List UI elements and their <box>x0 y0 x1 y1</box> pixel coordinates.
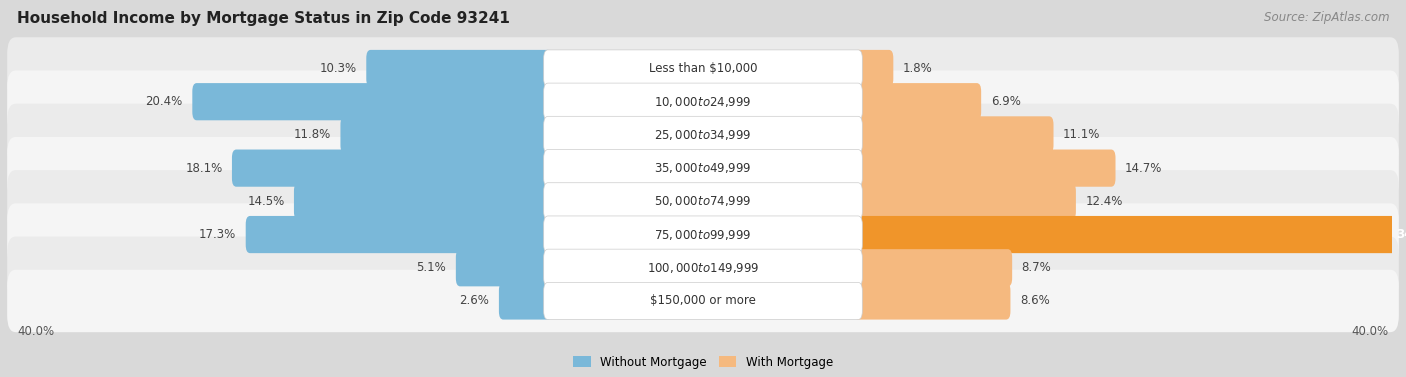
Text: 6.9%: 6.9% <box>991 95 1021 108</box>
FancyBboxPatch shape <box>456 249 553 287</box>
FancyBboxPatch shape <box>7 137 1399 199</box>
Text: 14.5%: 14.5% <box>247 195 284 208</box>
Text: $75,000 to $99,999: $75,000 to $99,999 <box>654 228 752 242</box>
Text: 2.6%: 2.6% <box>460 294 489 308</box>
FancyBboxPatch shape <box>853 50 893 87</box>
FancyBboxPatch shape <box>544 183 862 220</box>
Text: 11.1%: 11.1% <box>1063 129 1101 141</box>
FancyBboxPatch shape <box>853 249 1012 287</box>
Text: 20.4%: 20.4% <box>146 95 183 108</box>
Text: 17.3%: 17.3% <box>200 228 236 241</box>
Text: $25,000 to $34,999: $25,000 to $34,999 <box>654 128 752 142</box>
Text: 11.8%: 11.8% <box>294 129 330 141</box>
FancyBboxPatch shape <box>544 282 862 320</box>
FancyBboxPatch shape <box>193 83 553 120</box>
FancyBboxPatch shape <box>544 150 862 187</box>
FancyBboxPatch shape <box>853 183 1076 220</box>
FancyBboxPatch shape <box>7 203 1399 266</box>
Text: $10,000 to $24,999: $10,000 to $24,999 <box>654 95 752 109</box>
FancyBboxPatch shape <box>853 150 1115 187</box>
Text: 40.0%: 40.0% <box>17 325 55 338</box>
FancyBboxPatch shape <box>544 50 862 87</box>
Text: 10.3%: 10.3% <box>319 62 357 75</box>
Text: $100,000 to $149,999: $100,000 to $149,999 <box>647 261 759 275</box>
FancyBboxPatch shape <box>544 216 862 253</box>
FancyBboxPatch shape <box>246 216 553 253</box>
Text: $50,000 to $74,999: $50,000 to $74,999 <box>654 194 752 208</box>
FancyBboxPatch shape <box>853 83 981 120</box>
Text: 34.4%: 34.4% <box>1396 228 1406 241</box>
FancyBboxPatch shape <box>7 70 1399 133</box>
FancyBboxPatch shape <box>853 216 1406 253</box>
Text: 40.0%: 40.0% <box>1351 325 1389 338</box>
Text: Household Income by Mortgage Status in Zip Code 93241: Household Income by Mortgage Status in Z… <box>17 11 510 26</box>
FancyBboxPatch shape <box>7 236 1399 299</box>
Text: 5.1%: 5.1% <box>416 261 446 274</box>
Text: 18.1%: 18.1% <box>186 162 222 175</box>
FancyBboxPatch shape <box>499 282 553 320</box>
FancyBboxPatch shape <box>544 83 862 120</box>
Text: Source: ZipAtlas.com: Source: ZipAtlas.com <box>1264 11 1389 24</box>
FancyBboxPatch shape <box>853 282 1011 320</box>
Text: 1.8%: 1.8% <box>903 62 932 75</box>
FancyBboxPatch shape <box>7 270 1399 332</box>
Legend: Without Mortgage, With Mortgage: Without Mortgage, With Mortgage <box>574 356 832 369</box>
Text: 8.7%: 8.7% <box>1022 261 1052 274</box>
Text: $35,000 to $49,999: $35,000 to $49,999 <box>654 161 752 175</box>
FancyBboxPatch shape <box>7 104 1399 166</box>
Text: 12.4%: 12.4% <box>1085 195 1123 208</box>
Text: Less than $10,000: Less than $10,000 <box>648 62 758 75</box>
FancyBboxPatch shape <box>340 116 553 153</box>
FancyBboxPatch shape <box>544 116 862 153</box>
Text: $150,000 or more: $150,000 or more <box>650 294 756 308</box>
Text: 8.6%: 8.6% <box>1019 294 1050 308</box>
Text: 14.7%: 14.7% <box>1125 162 1163 175</box>
FancyBboxPatch shape <box>367 50 553 87</box>
FancyBboxPatch shape <box>7 37 1399 100</box>
FancyBboxPatch shape <box>7 170 1399 233</box>
FancyBboxPatch shape <box>544 249 862 287</box>
FancyBboxPatch shape <box>294 183 553 220</box>
FancyBboxPatch shape <box>853 116 1053 153</box>
FancyBboxPatch shape <box>232 150 553 187</box>
